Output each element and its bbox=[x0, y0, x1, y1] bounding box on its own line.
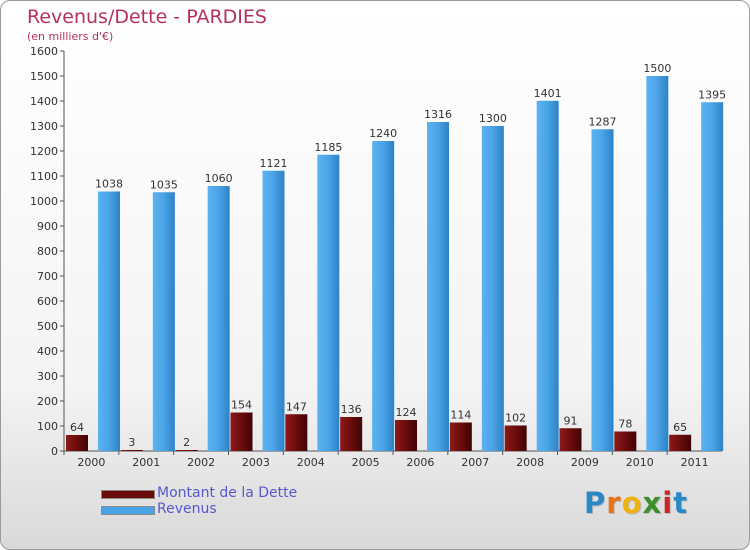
y-tick-label: 700 bbox=[37, 270, 58, 283]
y-tick-label: 800 bbox=[37, 245, 58, 258]
y-tick-label: 200 bbox=[37, 395, 58, 408]
bar-revenus-2006 bbox=[427, 122, 449, 451]
x-tick-label: 2007 bbox=[461, 456, 489, 469]
bar-dette-2003 bbox=[230, 412, 253, 451]
bar-revenus-2009 bbox=[591, 129, 614, 451]
data-label-revenus-2002: 1060 bbox=[205, 172, 233, 185]
bar-dette-2009 bbox=[559, 428, 582, 451]
data-label-dette-2006: 124 bbox=[396, 406, 417, 419]
bar-dette-2010 bbox=[614, 431, 637, 451]
chart-title: Revenus/Dette - PARDIES bbox=[27, 6, 267, 28]
x-tick-label: 2005 bbox=[352, 456, 380, 469]
bar-dette-2000 bbox=[66, 435, 88, 451]
x-tick-label: 2010 bbox=[626, 456, 654, 469]
data-label-dette-2003: 154 bbox=[231, 399, 252, 412]
proxiti-logo: Proxit bbox=[584, 486, 689, 520]
data-label-dette-2000: 64 bbox=[70, 421, 84, 434]
y-tick-label: 400 bbox=[37, 345, 58, 358]
data-label-revenus-2005: 1240 bbox=[369, 127, 397, 140]
bar-revenus-2000 bbox=[98, 191, 120, 451]
data-label-dette-2004: 147 bbox=[286, 400, 307, 413]
x-tick-label: 2006 bbox=[406, 456, 434, 469]
bar-revenus-2003 bbox=[262, 170, 285, 451]
data-label-dette-2002: 2 bbox=[183, 436, 190, 449]
legend-label-dette: Montant de la Dette bbox=[157, 485, 298, 501]
legend-swatch-dette bbox=[101, 490, 155, 499]
bar-revenus-2008 bbox=[536, 100, 559, 451]
x-tick-label: 2003 bbox=[242, 456, 270, 469]
bar-dette-2001 bbox=[120, 450, 143, 451]
bar-dette-2011 bbox=[669, 434, 692, 451]
data-label-dette-2005: 136 bbox=[341, 403, 362, 416]
bar-dette-2006 bbox=[395, 420, 417, 451]
y-tick-label: 100 bbox=[37, 420, 58, 433]
legend-label-revenus: Revenus bbox=[157, 501, 217, 517]
y-tick-label: 900 bbox=[37, 220, 58, 233]
data-label-revenus-2000: 1038 bbox=[95, 178, 123, 191]
bar-revenus-2002 bbox=[207, 186, 230, 451]
data-label-revenus-2004: 1185 bbox=[314, 141, 342, 154]
data-label-dette-2010: 78 bbox=[618, 418, 632, 431]
bar-dette-2004 bbox=[285, 414, 308, 451]
data-label-revenus-2009: 1287 bbox=[589, 115, 617, 128]
data-label-dette-2008: 102 bbox=[505, 412, 526, 425]
legend-swatch-revenus bbox=[101, 506, 155, 515]
y-tick-label: 1100 bbox=[30, 170, 58, 183]
x-tick-label: 2008 bbox=[516, 456, 544, 469]
y-tick-label: 1600 bbox=[30, 45, 58, 58]
y-tick-label: 0 bbox=[51, 445, 58, 458]
bar-dette-2002 bbox=[175, 450, 198, 451]
y-tick-label: 300 bbox=[37, 370, 58, 383]
y-tick-label: 1200 bbox=[30, 145, 58, 158]
x-tick-label: 2004 bbox=[297, 456, 325, 469]
bar-revenus-2011 bbox=[701, 102, 724, 451]
chart-bars bbox=[66, 76, 724, 451]
bar-dette-2008 bbox=[504, 425, 527, 451]
y-tick-label: 500 bbox=[37, 320, 58, 333]
bar-dette-2007 bbox=[449, 422, 472, 451]
bar-revenus-2007 bbox=[481, 126, 504, 451]
data-label-revenus-2007: 1300 bbox=[479, 112, 507, 125]
y-tick-label: 1300 bbox=[30, 120, 58, 133]
bar-revenus-2001 bbox=[152, 192, 175, 451]
data-label-dette-2009: 91 bbox=[564, 414, 578, 427]
y-tick-label: 1500 bbox=[30, 70, 58, 83]
chart-subtitle: (en milliers d'€) bbox=[27, 30, 114, 43]
x-tick-label: 2009 bbox=[571, 456, 599, 469]
x-tick-label: 2011 bbox=[681, 456, 709, 469]
x-tick-label: 2001 bbox=[132, 456, 160, 469]
data-label-revenus-2008: 1401 bbox=[534, 87, 562, 100]
data-label-dette-2001: 3 bbox=[128, 436, 135, 449]
data-label-dette-2011: 65 bbox=[673, 421, 687, 434]
bar-dette-2005 bbox=[340, 417, 363, 451]
data-label-revenus-2001: 1035 bbox=[150, 178, 178, 191]
bar-revenus-2010 bbox=[646, 76, 669, 451]
bar-revenus-2005 bbox=[372, 141, 395, 451]
data-label-revenus-2006: 1316 bbox=[424, 108, 452, 121]
x-tick-label: 2000 bbox=[77, 456, 105, 469]
data-label-revenus-2010: 1500 bbox=[643, 62, 671, 75]
x-tick-label: 2002 bbox=[187, 456, 215, 469]
y-tick-label: 1000 bbox=[30, 195, 58, 208]
data-label-revenus-2011: 1395 bbox=[698, 88, 726, 101]
chart-labels: 64 1038 3 1035 2 1060 154 1121 147 1185 136 1240 124… bbox=[70, 62, 726, 449]
y-tick-label: 1400 bbox=[30, 95, 58, 108]
data-label-revenus-2003: 1121 bbox=[260, 157, 288, 170]
data-label-dette-2007: 114 bbox=[450, 409, 471, 422]
y-tick-label: 600 bbox=[37, 295, 58, 308]
bar-revenus-2004 bbox=[317, 154, 340, 451]
